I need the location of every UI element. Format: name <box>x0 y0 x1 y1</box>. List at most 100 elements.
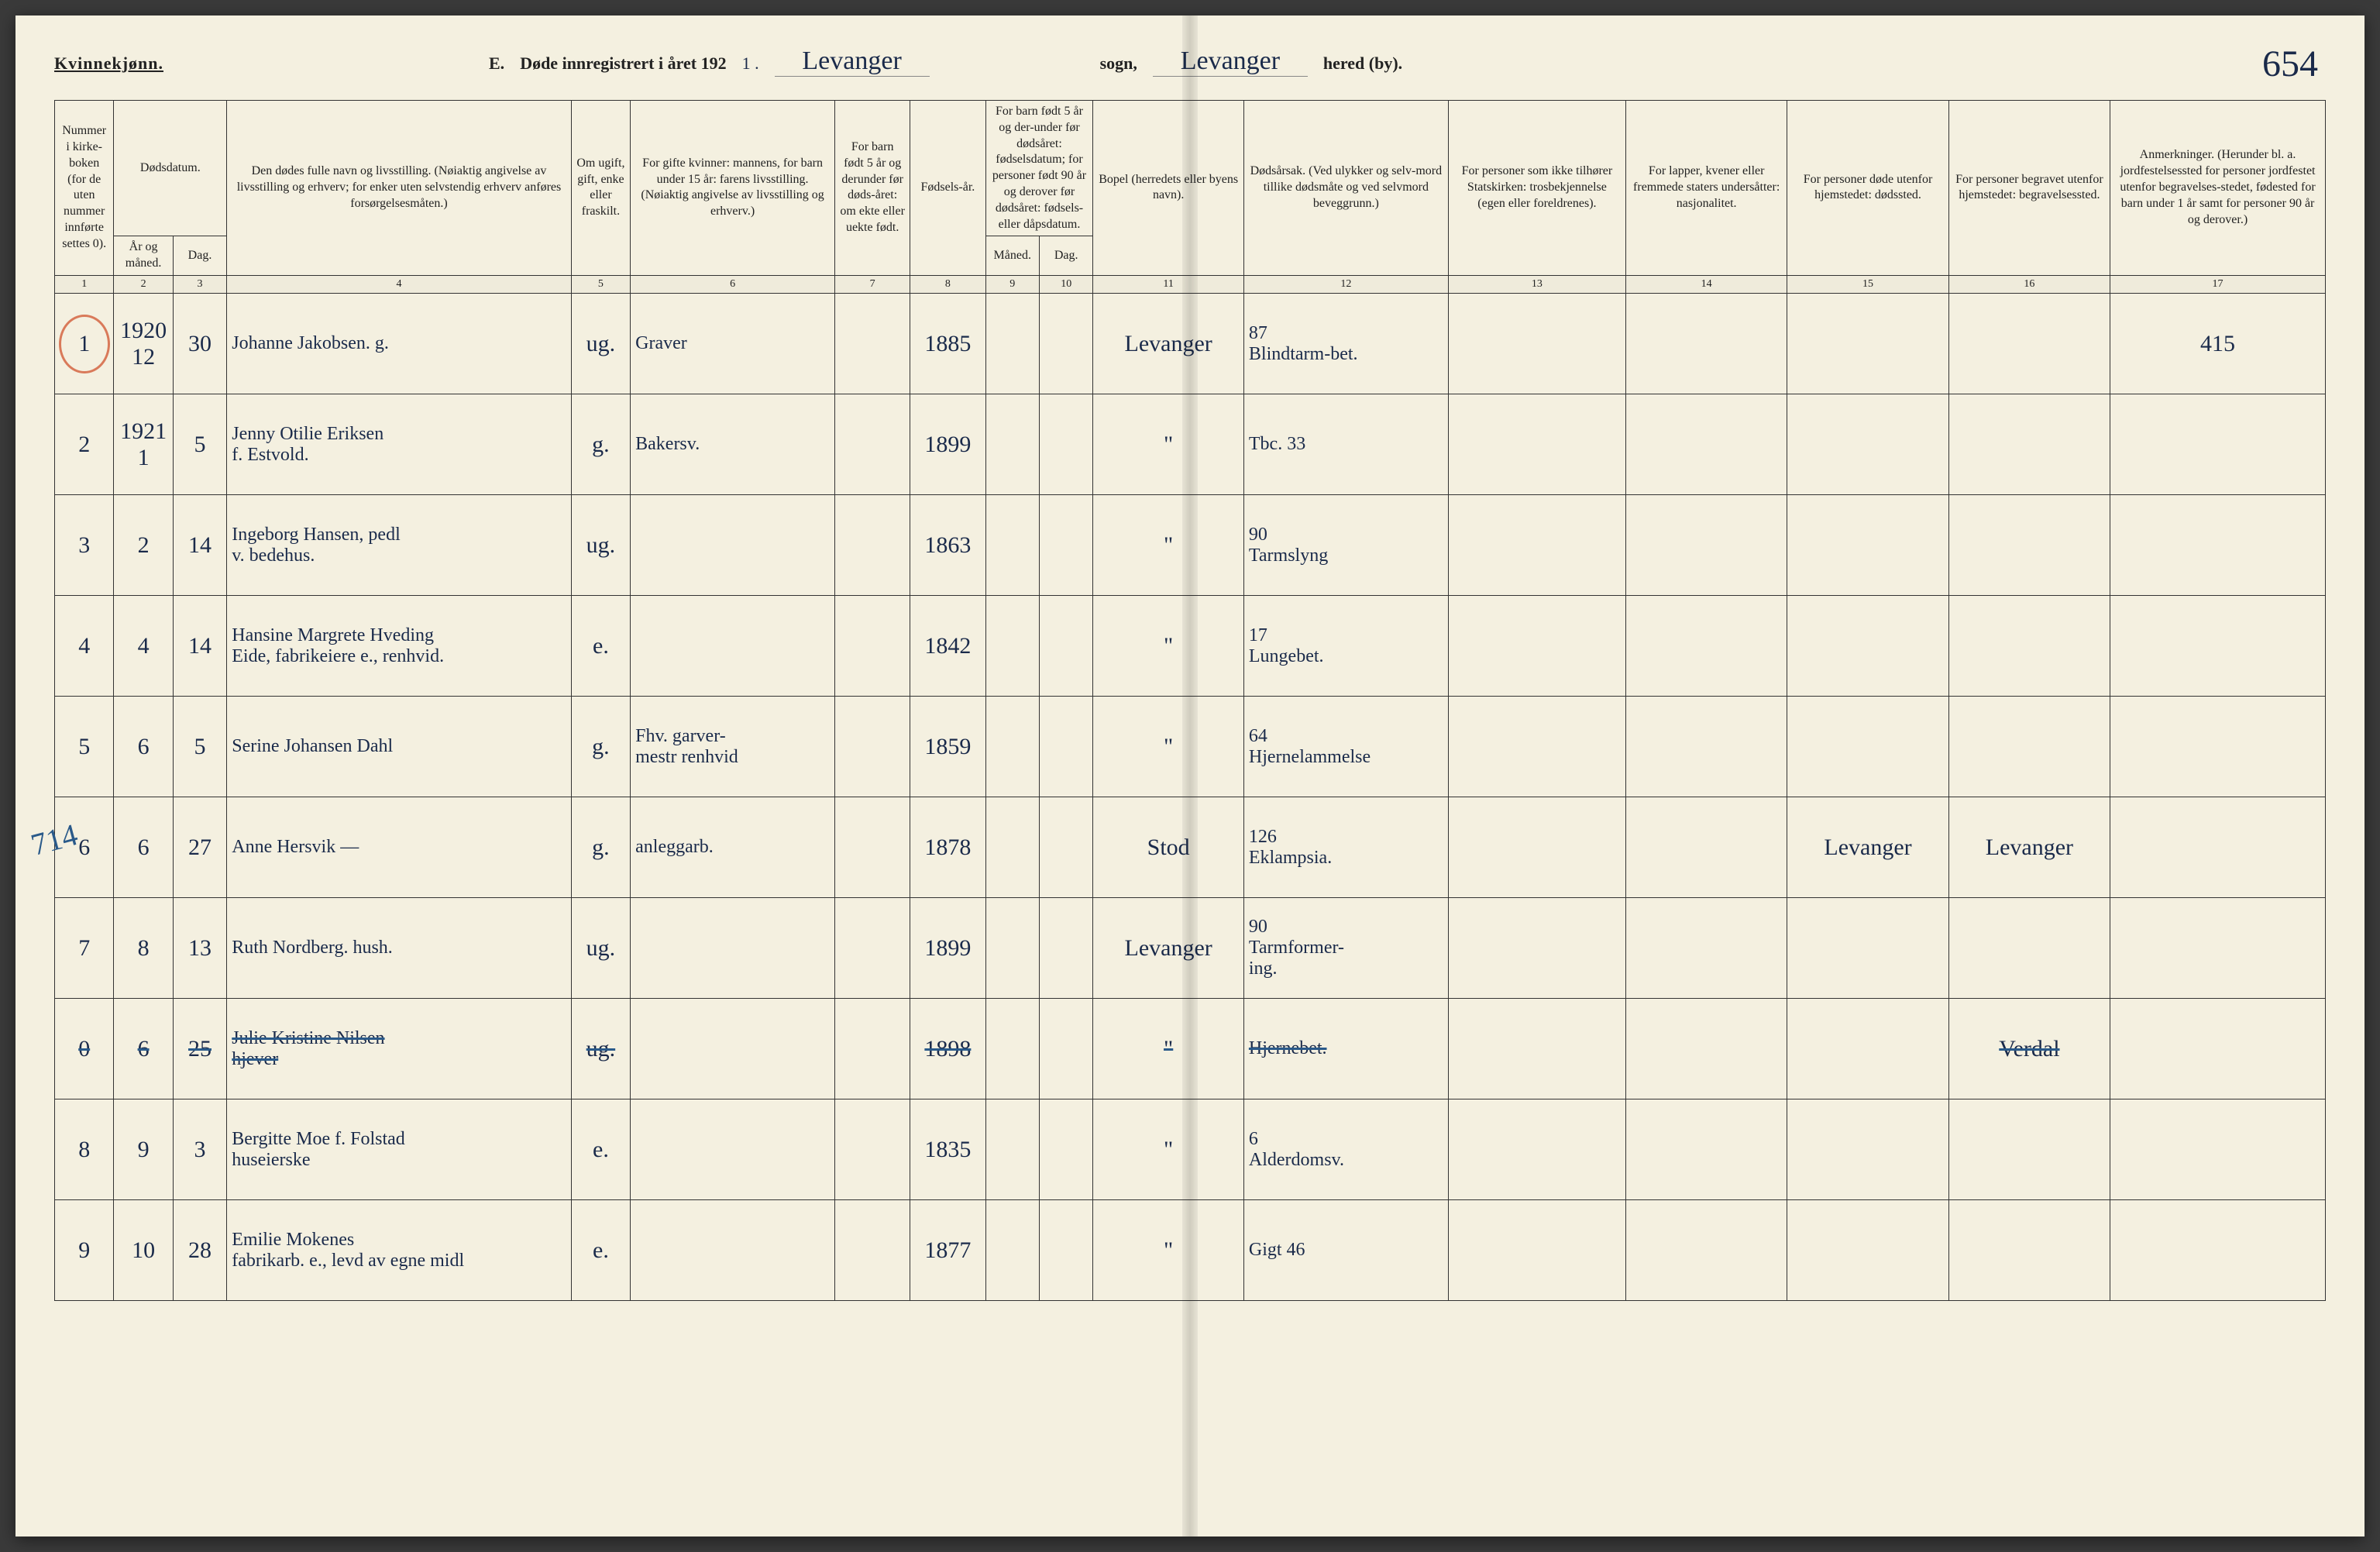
table-cell: Levanger <box>1093 294 1243 394</box>
col-subheader: Dag. <box>173 236 226 276</box>
col-subheader: År og måned. <box>114 236 173 276</box>
col-header: Om ugift, gift, enke eller fraskilt. <box>571 101 630 276</box>
table-cell <box>2110 898 2326 999</box>
by-label: hered (by). <box>1323 53 1402 74</box>
section-label: E. <box>489 53 504 74</box>
table-cell <box>2110 1200 2326 1301</box>
table-cell: e. <box>571 1099 630 1200</box>
table-cell <box>1039 697 1092 797</box>
table-cell: Emilie Mokenes fabrikarb. e., levd av eg… <box>227 1200 572 1301</box>
table-cell: 1898 <box>910 999 985 1099</box>
table-row: 0625Julie Kristine Nilsen hjeverug.1898"… <box>55 999 2326 1099</box>
table-cell: Johanne Jakobsen. g. <box>227 294 572 394</box>
title-text: Døde innregistrert i året 192 <box>520 53 726 74</box>
table-cell <box>1626 898 1787 999</box>
col-header: Dødsdatum. <box>114 101 227 236</box>
table-cell: 5 <box>173 394 226 495</box>
table-row: 893Bergitte Moe f. Folstad huseierskee.1… <box>55 1099 2326 1200</box>
table-cell: 2 <box>55 394 114 495</box>
table-cell: 0 <box>55 999 114 1099</box>
table-cell <box>1787 294 1948 394</box>
table-cell: " <box>1093 1200 1243 1301</box>
table-cell: Graver <box>631 294 835 394</box>
table-cell: " <box>1093 394 1243 495</box>
header: Kvinnekjønn. E. Døde innregistrert i åre… <box>54 46 2326 77</box>
table-cell: 1859 <box>910 697 985 797</box>
table-cell: g. <box>571 394 630 495</box>
table-cell: Julie Kristine Nilsen hjever <box>227 999 572 1099</box>
table-cell <box>1448 697 1625 797</box>
table-cell: Levanger <box>1093 898 1243 999</box>
table-cell <box>2110 697 2326 797</box>
table-cell: 8 <box>114 898 173 999</box>
table-cell <box>985 1099 1039 1200</box>
table-cell: 6 <box>114 999 173 1099</box>
table-cell <box>2110 999 2326 1099</box>
table-cell: Gigt 46 <box>1243 1200 1448 1301</box>
table-header: Nummer i kirke-boken (for de uten nummer… <box>55 101 2326 294</box>
col-header: For personer begravet utenfor hjemstedet… <box>1948 101 2110 276</box>
table-cell: 1 <box>55 294 114 394</box>
table-cell: ug. <box>571 999 630 1099</box>
table-cell: 3 <box>173 1099 226 1200</box>
table-cell <box>1948 596 2110 697</box>
column-number: 10 <box>1039 275 1092 293</box>
table-cell: ug. <box>571 495 630 596</box>
table-cell: 87 Blindtarm-bet. <box>1243 294 1448 394</box>
table-cell <box>835 697 910 797</box>
table-cell <box>1626 797 1787 898</box>
table-cell: 1842 <box>910 596 985 697</box>
table-cell: 3 <box>55 495 114 596</box>
table-row: 7813Ruth Nordberg. hush.ug.1899Levanger9… <box>55 898 2326 999</box>
column-number-row: 1234567891011121314151617 <box>55 275 2326 293</box>
table-cell: " <box>1093 999 1243 1099</box>
table-cell <box>1039 294 1092 394</box>
table-cell <box>2110 1099 2326 1200</box>
table-cell <box>631 1200 835 1301</box>
table-cell <box>835 596 910 697</box>
table-cell <box>1448 596 1625 697</box>
table-cell <box>1948 898 2110 999</box>
table-cell <box>1039 1200 1092 1301</box>
column-number: 8 <box>910 275 985 293</box>
table-cell: 4 <box>55 596 114 697</box>
col-header: For personer døde utenfor hjemstedet: dø… <box>1787 101 1948 276</box>
table-cell <box>1626 294 1787 394</box>
table-cell <box>1039 495 1092 596</box>
column-number: 6 <box>631 275 835 293</box>
table-cell <box>985 495 1039 596</box>
table-cell: Jenny Otilie Eriksen f. Estvold. <box>227 394 572 495</box>
table-cell <box>985 394 1039 495</box>
col-header: For gifte kvinner: mannens, for barn und… <box>631 101 835 276</box>
table-cell: 2 <box>114 495 173 596</box>
table-cell <box>1448 495 1625 596</box>
table-row: 11920 1230Johanne Jakobsen. g.ug.Graver1… <box>55 294 2326 394</box>
table-cell <box>1626 999 1787 1099</box>
table-cell: 1885 <box>910 294 985 394</box>
table-cell: 415 <box>2110 294 2326 394</box>
table-cell: Stod <box>1093 797 1243 898</box>
table-cell: ug. <box>571 898 630 999</box>
table-cell <box>1039 898 1092 999</box>
table-row: 565Serine Johansen Dahlg.Fhv. garver- me… <box>55 697 2326 797</box>
table-cell: 1899 <box>910 898 985 999</box>
district-name: Levanger <box>1153 46 1308 77</box>
table-cell <box>2110 495 2326 596</box>
table-cell: 9 <box>55 1200 114 1301</box>
table-cell: 8 <box>55 1099 114 1200</box>
table-cell: 5 <box>173 697 226 797</box>
column-number: 14 <box>1626 275 1787 293</box>
table-cell <box>1948 1099 2110 1200</box>
parish-name: Levanger <box>775 46 930 77</box>
table-cell: 90 Tarmslyng <box>1243 495 1448 596</box>
column-number: 1 <box>55 275 114 293</box>
table-cell: Bergitte Moe f. Folstad huseierske <box>227 1099 572 1200</box>
table-body: 11920 1230Johanne Jakobsen. g.ug.Graver1… <box>55 294 2326 1301</box>
table-cell: Anne Hersvik — <box>227 797 572 898</box>
table-cell: 6 Alderdomsv. <box>1243 1099 1448 1200</box>
table-cell <box>631 596 835 697</box>
table-cell: 64 Hjernelammelse <box>1243 697 1448 797</box>
col-header: For personer som ikke tilhører Statskirk… <box>1448 101 1625 276</box>
table-cell: 14 <box>173 596 226 697</box>
table-cell: e. <box>571 1200 630 1301</box>
